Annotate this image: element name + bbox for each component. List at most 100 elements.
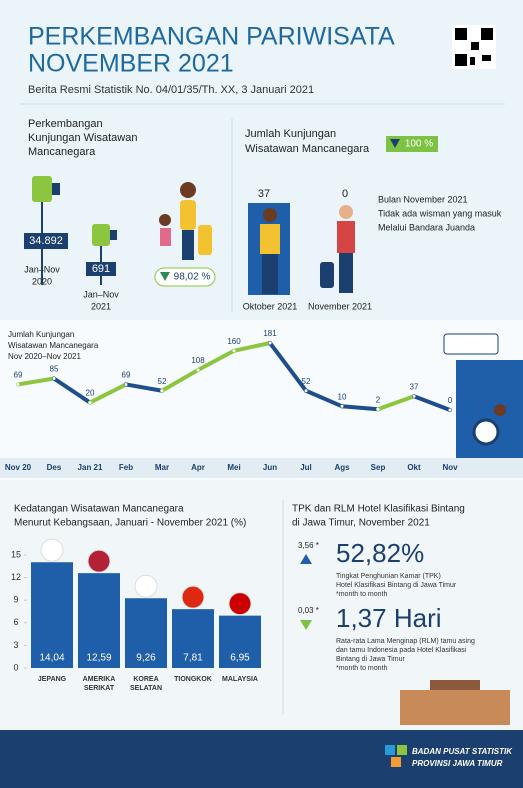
- data-label: 52: [302, 377, 311, 386]
- section-title: TPK dan RLM Hotel Klasifikasi Bintang: [292, 504, 465, 515]
- chart-title: Wisatawan Mancanegara: [8, 341, 99, 350]
- value: 52,82%: [336, 538, 424, 568]
- data-label: 20: [86, 389, 95, 398]
- desc: dan tamu Indonesia pada Hotel Klasifikas…: [336, 647, 467, 654]
- line-segment: [268, 341, 308, 393]
- bar: [172, 609, 214, 668]
- period: Jan–Nov: [24, 264, 60, 274]
- x-tick-label: KOREA SELATAN: [129, 676, 163, 692]
- hotel-illustration: [400, 680, 510, 725]
- point: [124, 382, 128, 386]
- flag: [40, 538, 64, 562]
- data-label: 12,59: [86, 653, 111, 664]
- point: [16, 382, 20, 386]
- data-label: 9,26: [136, 653, 156, 664]
- family-illustration: [159, 182, 212, 260]
- line-segment: [232, 341, 272, 353]
- bar: [31, 562, 73, 668]
- chart-title: Kedatangan Wisatawan Mancanegara: [14, 504, 184, 515]
- note: *month to month: [336, 665, 387, 672]
- y-tick-label: 0: [13, 662, 18, 672]
- line-segment: [340, 404, 380, 412]
- x-tick-label: Nov: [442, 463, 458, 472]
- data-label: 108: [191, 356, 205, 365]
- x-tick-label: AMERIKA SERIKAT: [82, 676, 116, 692]
- data-label: 14,04: [39, 653, 64, 664]
- data-label: 6,95: [230, 653, 250, 664]
- point: [196, 368, 200, 372]
- note: Melalui Bandara Juanda: [378, 222, 475, 232]
- line-segment: [88, 382, 128, 405]
- change: 98,02 %: [174, 272, 211, 283]
- footer-bg: [0, 730, 523, 788]
- point: [52, 377, 56, 381]
- qr-code: [452, 25, 496, 69]
- x-tick-label: Sep: [371, 463, 386, 472]
- change: 3,56 *: [298, 541, 319, 550]
- line-segment: [52, 376, 92, 405]
- chart-title: Jumlah Kunjungan: [8, 330, 74, 339]
- data-label: 52: [158, 377, 167, 386]
- x-tick-label: Apr: [191, 463, 205, 472]
- data-label: 85: [50, 365, 59, 374]
- flag: [181, 585, 205, 609]
- traveler-illustration: [260, 208, 280, 294]
- point: [88, 401, 92, 405]
- period: 2020: [32, 276, 52, 286]
- period: Jan–Nov: [83, 289, 119, 299]
- footer-text: BADAN PUSAT STATISTIK: [412, 747, 513, 756]
- flag: [228, 592, 252, 616]
- point: [376, 407, 380, 411]
- chart-title: Nov 2020–Nov 2021: [8, 352, 81, 361]
- down-arrow: [390, 139, 400, 148]
- down-arrow: [300, 620, 312, 630]
- data-label: 69: [14, 371, 23, 380]
- x-tick-label: Okt: [407, 463, 421, 472]
- data-label: 7,81: [183, 653, 203, 664]
- line-segment: [376, 394, 416, 412]
- section-title: Mancanegara: [28, 146, 96, 158]
- line-segment: [160, 368, 200, 393]
- value-box: [24, 233, 68, 249]
- x-tick-label: MALAYSIA: [222, 676, 258, 683]
- desc: Bintang di Jawa Timur: [336, 656, 406, 663]
- point: [448, 408, 452, 412]
- desc: Tingkat Penghunian Kamar (TPK): [336, 573, 441, 580]
- value-box: [86, 262, 116, 276]
- x-tick-label: JEPANG: [37, 676, 67, 683]
- data-label: 37: [410, 382, 419, 391]
- subtitle: Berita Resmi Statistik No. 04/01/35/Th. …: [28, 84, 314, 96]
- value: 1,37 Hari: [336, 603, 442, 633]
- data-label: 69: [122, 371, 131, 380]
- section-title: Wisatawan Mancanegara: [245, 143, 370, 155]
- up-arrow: [300, 554, 312, 564]
- bar: [219, 615, 261, 668]
- change-badge: [154, 267, 216, 287]
- title: NOVEMBER 2021: [28, 50, 234, 78]
- bar: [125, 598, 167, 668]
- line-segment: [124, 382, 164, 393]
- x-tick-label: Jan 21: [78, 463, 103, 472]
- note: *month to month: [336, 591, 387, 598]
- axis-band: [0, 458, 523, 478]
- label: November 2021: [308, 301, 372, 311]
- logo: [385, 745, 407, 767]
- x-tick-label: Mar: [155, 463, 169, 472]
- line-segment: [304, 388, 344, 409]
- y-tick-label: 3: [13, 640, 18, 650]
- title: PERKEMBANGAN PARIWISATA: [28, 23, 395, 51]
- bar: [78, 573, 120, 668]
- point: [232, 349, 236, 353]
- section-title: Kunjungan Wisatawan: [28, 132, 137, 144]
- section-title: Jumlah Kunjungan: [245, 128, 336, 140]
- value: 37: [258, 188, 270, 200]
- traveler-illustration: [320, 205, 355, 293]
- change: 100 %: [405, 139, 433, 150]
- section-title: Perkembangan: [28, 118, 103, 130]
- y-tick-label: 6: [13, 617, 18, 627]
- note: Tidak ada wisman yang masuk: [378, 208, 502, 218]
- point: [268, 341, 272, 345]
- data-label: 181: [263, 329, 277, 338]
